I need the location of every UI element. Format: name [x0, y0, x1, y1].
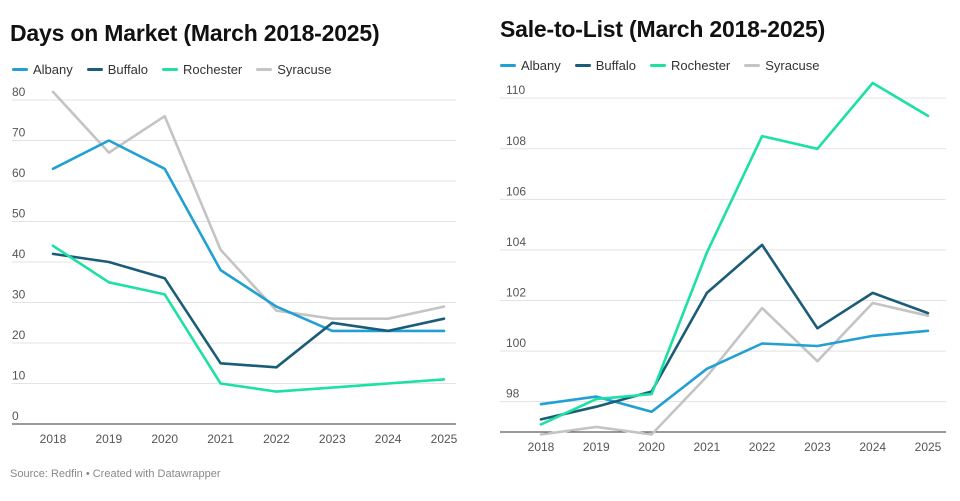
legend-label-buffalo: Buffalo [107, 62, 148, 77]
y-tick-label-20: 20 [12, 328, 26, 342]
x-tick-label-2023: 2023 [319, 432, 346, 446]
series-line-syracuse [539, 301, 930, 436]
x-tick-label-2025: 2025 [431, 432, 458, 446]
y-tick-label-30: 30 [12, 288, 26, 302]
y-tick-label-60: 60 [12, 166, 26, 180]
legend-swatch-albany [500, 64, 516, 67]
x-tick-label-2021: 2021 [694, 440, 721, 454]
legend-label-rochester: Rochester [671, 58, 731, 73]
x-tick-label-2020: 2020 [638, 440, 665, 454]
legend-item-rochester: Rochester [162, 62, 242, 77]
x-tick-label-2024: 2024 [859, 440, 886, 454]
y-tick-label-40: 40 [12, 247, 26, 261]
legend-item-albany: Albany [12, 62, 73, 77]
x-tick-label-2021: 2021 [207, 432, 234, 446]
series-line-albany [51, 139, 446, 333]
x-tick-label-2025: 2025 [915, 440, 942, 454]
legend-item-syracuse: Syracuse [256, 62, 331, 77]
legend-item-syracuse: Syracuse [744, 58, 819, 73]
legend-item-buffalo: Buffalo [86, 62, 148, 77]
chart-2-legend: Albany Buffalo Rochester Syracuse [500, 58, 833, 73]
legend-swatch-rochester [162, 68, 178, 71]
y-tick-label-80: 80 [12, 85, 26, 99]
legend-swatch-syracuse [256, 68, 273, 71]
legend-label-syracuse: Syracuse [277, 62, 332, 77]
chart-2-title: Sale-to-List (March 2018-2025) [500, 16, 826, 42]
y-tick-label-104: 104 [506, 235, 526, 249]
legend-item-albany: Albany [500, 58, 561, 73]
y-tick-label-102: 102 [506, 285, 526, 299]
chart-1-legend: Albany Buffalo Rochester Syracuse [12, 62, 345, 77]
series-line-buffalo [539, 243, 930, 421]
y-tick-label-98: 98 [506, 387, 520, 401]
legend-swatch-rochester [650, 64, 666, 67]
y-tick-label-106: 106 [506, 184, 526, 198]
legend-swatch-syracuse [744, 64, 761, 67]
x-tick-label-2019: 2019 [583, 440, 610, 454]
source-footer: Source: Redfin • Created with Datawrappe… [10, 468, 221, 480]
y-tick-label-108: 108 [506, 134, 526, 148]
x-tick-label-2018: 2018 [528, 440, 555, 454]
chart-1-title: Days on Market (March 2018-2025) [10, 20, 380, 46]
x-tick-label-2024: 2024 [375, 432, 402, 446]
y-tick-label-0: 0 [12, 409, 19, 423]
legend-label-buffalo: Buffalo [595, 58, 636, 73]
y-tick-label-10: 10 [12, 369, 26, 383]
series-line-rochester [539, 81, 930, 426]
x-tick-label-2020: 2020 [151, 432, 178, 446]
legend-item-buffalo: Buffalo [574, 58, 636, 73]
legend-item-rochester: Rochester [650, 58, 730, 73]
x-tick-label-2019: 2019 [96, 432, 123, 446]
y-tick-label-100: 100 [506, 336, 526, 350]
series-line-buffalo [51, 252, 446, 369]
legend-label-albany: Albany [33, 62, 73, 77]
legend-label-rochester: Rochester [183, 62, 243, 77]
legend-swatch-buffalo [86, 68, 103, 71]
x-tick-label-2023: 2023 [804, 440, 831, 454]
y-tick-label-110: 110 [506, 83, 525, 97]
series-line-rochester [51, 244, 446, 393]
legend-swatch-buffalo [574, 64, 591, 67]
legend-label-syracuse: Syracuse [765, 58, 820, 73]
y-tick-label-50: 50 [12, 207, 26, 221]
legend-label-albany: Albany [521, 58, 561, 73]
x-tick-label-2022: 2022 [263, 432, 290, 446]
y-tick-label-70: 70 [12, 126, 26, 140]
legend-swatch-albany [12, 68, 28, 71]
x-tick-label-2022: 2022 [749, 440, 776, 454]
x-tick-label-2018: 2018 [40, 432, 67, 446]
